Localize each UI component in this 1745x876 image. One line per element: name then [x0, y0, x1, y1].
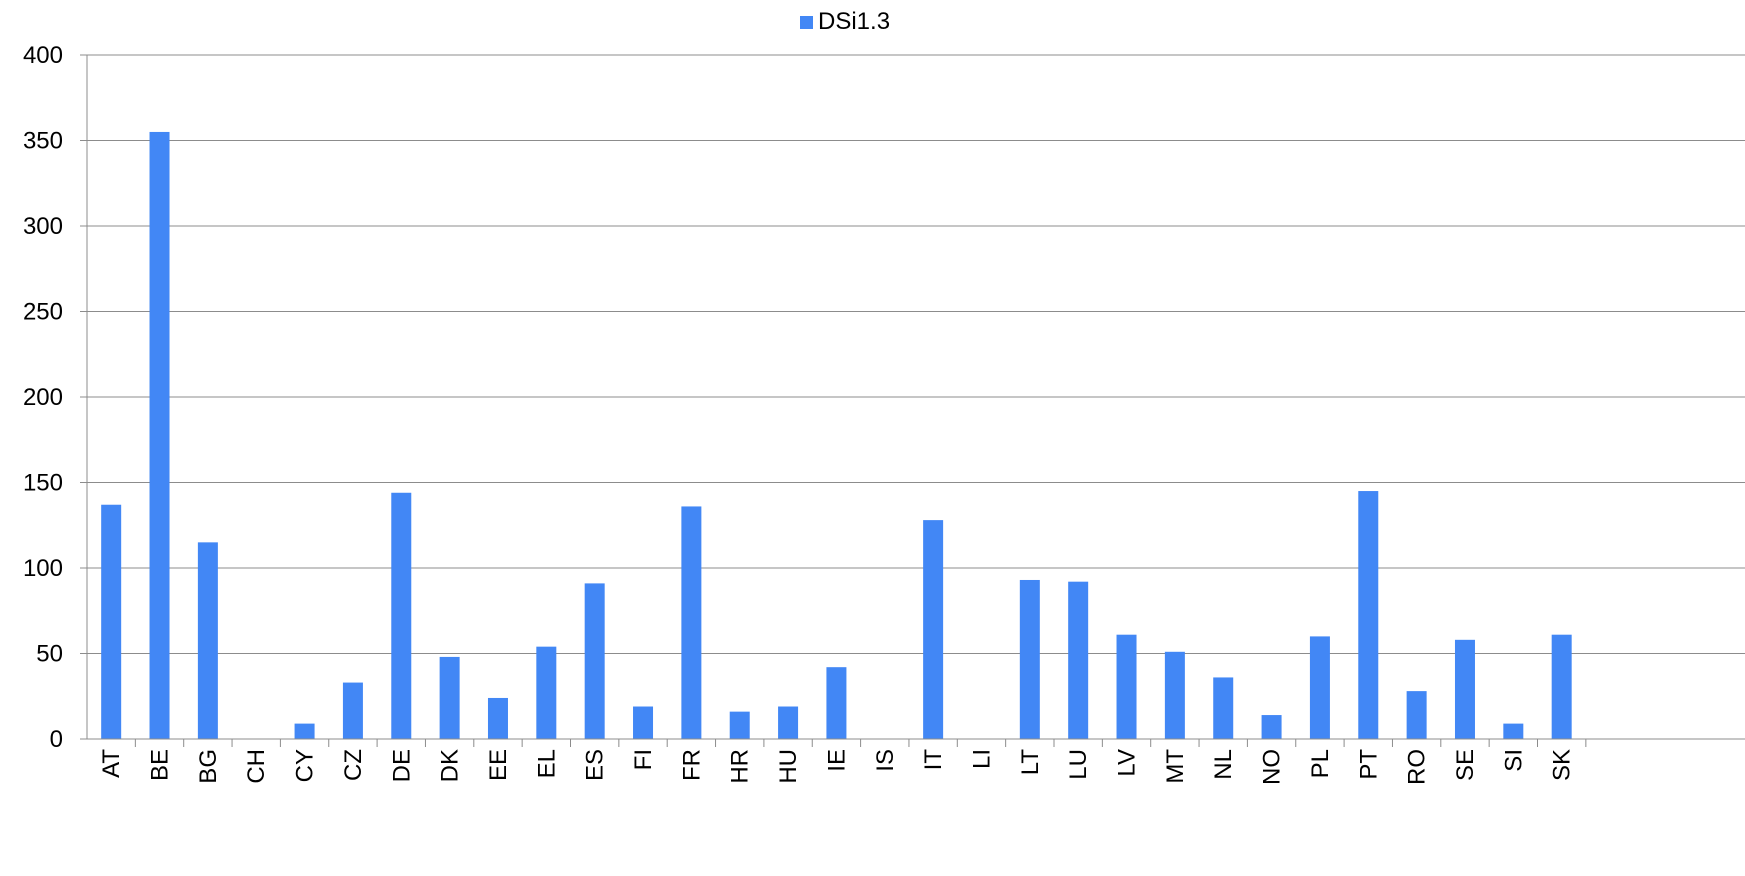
x-tick-label: CY — [292, 749, 319, 782]
bar-dk — [439, 656, 460, 739]
bar-lv — [1116, 634, 1137, 739]
x-tick-label: CH — [243, 749, 270, 784]
x-tick-label: IT — [920, 749, 947, 771]
bar-it — [923, 520, 944, 739]
x-tick-label: PL — [1307, 749, 1334, 778]
x-tick-label: BG — [195, 749, 222, 784]
bar-hr — [729, 711, 750, 739]
x-tick-label: LV — [1114, 749, 1141, 777]
bar-fr — [681, 506, 702, 739]
bar-cy — [294, 723, 315, 739]
y-tick-labels: 0 50 100 150 200 250 300 350 400 — [23, 42, 63, 753]
x-tick-label: EE — [485, 749, 512, 781]
x-tick-label: DK — [437, 749, 464, 782]
x-tick-label: RO — [1404, 749, 1431, 785]
bar-no — [1261, 715, 1282, 739]
x-tick-label: BE — [147, 749, 174, 781]
x-tick-label: ES — [582, 749, 609, 781]
y-tick-label: 150 — [23, 470, 63, 497]
legend-label: DSi1.3 — [818, 8, 891, 35]
x-tick-label: PT — [1355, 749, 1382, 780]
x-tick-label: EL — [533, 749, 560, 778]
axes — [86, 55, 1745, 740]
x-tick-labels: AT BE BG CH CY CZ DE DK EE EL ES FI FR HR HU IE IS IT LI LT… — [98, 749, 1576, 785]
y-tick-label: 200 — [23, 384, 63, 411]
x-tick-label: LI — [968, 749, 995, 769]
chart-legend: DSi1.3 — [800, 8, 890, 36]
x-tick-label: SE — [1452, 749, 1479, 781]
bar-bg — [197, 542, 218, 739]
x-tick-label: FI — [630, 749, 657, 770]
x-tick-label: CZ — [340, 749, 367, 781]
bar-pl — [1309, 636, 1330, 739]
bar-el — [536, 646, 557, 739]
x-tick-label: NO — [1259, 749, 1286, 785]
x-tick-label: LT — [1017, 749, 1044, 776]
y-tick-label: 100 — [23, 555, 63, 582]
bar-ie — [826, 667, 847, 739]
bar-si — [1503, 723, 1524, 739]
bar-lt — [1019, 579, 1040, 739]
bar-ee — [487, 697, 508, 739]
x-tick-label: SK — [1549, 749, 1576, 781]
bar-hu — [778, 706, 799, 739]
x-tick-label: IS — [872, 749, 899, 772]
x-tick-label: MT — [1162, 749, 1189, 784]
bar-pt — [1358, 491, 1379, 739]
bar-be — [149, 131, 170, 739]
bars — [101, 131, 1572, 739]
x-tick-label: DE — [388, 749, 415, 782]
x-tick-label: LU — [1065, 749, 1092, 780]
bar-es — [584, 583, 605, 739]
y-tick-label: 250 — [23, 299, 63, 326]
y-tick-label: 400 — [23, 42, 63, 69]
x-tick-label: NL — [1210, 749, 1237, 780]
bar-nl — [1213, 677, 1234, 739]
bar-at — [101, 504, 122, 739]
x-tick-label: FR — [678, 749, 705, 781]
bar-fi — [633, 706, 654, 739]
bar-ro — [1406, 691, 1427, 739]
x-tick-label: SI — [1500, 749, 1527, 772]
x-tick-label: HU — [775, 749, 802, 784]
x-tick-label: AT — [98, 749, 125, 778]
gridlines — [80, 54, 1745, 747]
bar-sk — [1551, 634, 1572, 739]
x-tick-label: HR — [727, 749, 754, 784]
y-tick-label: 0 — [50, 726, 63, 753]
bar-mt — [1164, 651, 1185, 739]
legend-swatch — [800, 15, 813, 29]
x-tick-label: IE — [823, 749, 850, 772]
y-tick-label: 50 — [36, 641, 63, 668]
bar-de — [391, 492, 412, 739]
y-tick-label: 300 — [23, 213, 63, 240]
bar-cz — [342, 682, 363, 739]
bar-lu — [1068, 581, 1089, 739]
y-tick-label: 350 — [23, 128, 63, 155]
bar-se — [1454, 639, 1475, 739]
